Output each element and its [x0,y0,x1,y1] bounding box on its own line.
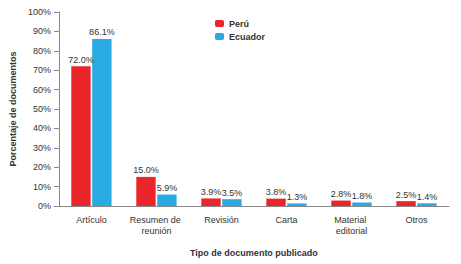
svg-text:100%: 100% [28,7,51,17]
svg-text:40%: 40% [33,123,51,133]
svg-text:72.0%: 72.0% [68,55,94,65]
svg-text:20%: 20% [33,162,51,172]
svg-text:80%: 80% [33,46,51,56]
svg-text:0%: 0% [38,201,51,211]
svg-text:1.3%: 1.3% [287,192,308,202]
svg-text:3.9%: 3.9% [201,187,222,197]
svg-text:2.8%: 2.8% [331,189,352,199]
svg-text:Porcentaje de documentos: Porcentaje de documentos [8,51,18,166]
svg-text:Perú: Perú [229,19,249,29]
svg-text:3.8%: 3.8% [266,187,287,197]
svg-text:2.5%: 2.5% [396,190,417,200]
svg-text:70%: 70% [33,65,51,75]
svg-text:90%: 90% [33,26,51,36]
svg-text:86.1%: 86.1% [89,27,115,37]
svg-text:15.0%: 15.0% [133,165,159,175]
svg-text:Otros: Otros [405,215,428,225]
svg-text:30%: 30% [33,143,51,153]
svg-text:50%: 50% [33,104,51,114]
svg-text:reunión: reunión [141,226,171,236]
svg-text:editorial: editorial [336,226,368,236]
svg-text:Carta: Carta [275,215,297,225]
svg-text:10%: 10% [33,182,51,192]
svg-text:1.4%: 1.4% [417,192,438,202]
svg-text:1.8%: 1.8% [352,191,373,201]
svg-text:Resumen de: Resumen de [130,215,184,225]
svg-text:Material: Material [334,215,369,225]
svg-text:Tipo de documento publicado: Tipo de documento publicado [190,248,318,258]
svg-text:Artículo: Artículo [76,215,107,225]
svg-text:3.5%: 3.5% [222,188,243,198]
svg-text:Ecuador: Ecuador [229,32,266,42]
svg-text:60%: 60% [33,85,51,95]
svg-text:Revisión: Revisión [204,215,239,225]
svg-text:5.9%: 5.9% [157,183,178,193]
